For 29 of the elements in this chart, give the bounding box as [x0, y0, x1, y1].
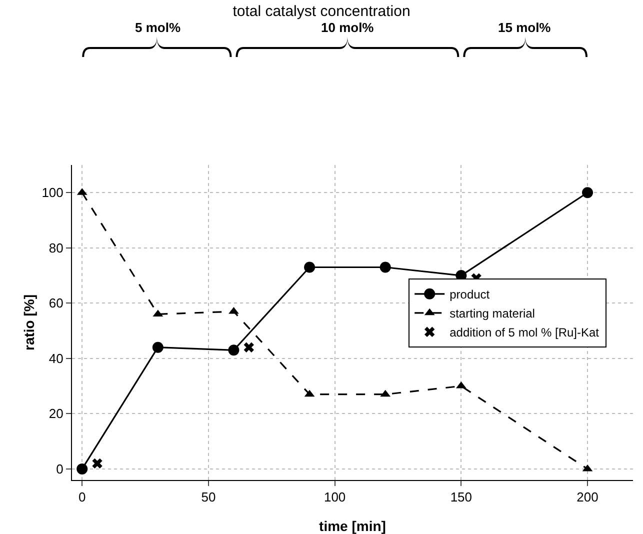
point — [582, 187, 594, 198]
legend-label: product — [450, 288, 490, 302]
x-tick-label: 0 — [78, 490, 86, 505]
point — [228, 344, 240, 356]
y-tick-label: 80 — [48, 240, 64, 256]
point — [76, 463, 88, 474]
y-tick-label: 60 — [48, 296, 64, 311]
text: 5 mol% — [135, 20, 181, 35]
text: 10 mol% — [321, 20, 374, 35]
y-tick-label: 20 — [48, 406, 64, 422]
x-tick-label: 200 — [576, 490, 598, 505]
legend-label: starting material — [450, 306, 535, 321]
point — [92, 458, 102, 469]
x-tick-label: 150 — [450, 490, 472, 505]
point — [304, 262, 316, 273]
y-axis-title: ratio [%] — [21, 294, 37, 350]
x-axis-title: time [min] — [319, 518, 386, 534]
y-tick-label: 0 — [56, 462, 64, 476]
y-tick-label: 100 — [42, 185, 64, 200]
text: 15 mol% — [498, 20, 552, 35]
point — [244, 342, 254, 352]
x-tick-label: 50 — [201, 490, 216, 505]
point — [228, 306, 239, 314]
point — [152, 342, 164, 353]
legend-label: addition of 5 mol % [Ru]-Kat — [450, 326, 600, 340]
point — [380, 262, 391, 273]
x-tick-label: 100 — [324, 490, 346, 505]
chart-title: total catalyst concentration — [232, 2, 410, 20]
y-tick-label: 40 — [48, 350, 64, 366]
